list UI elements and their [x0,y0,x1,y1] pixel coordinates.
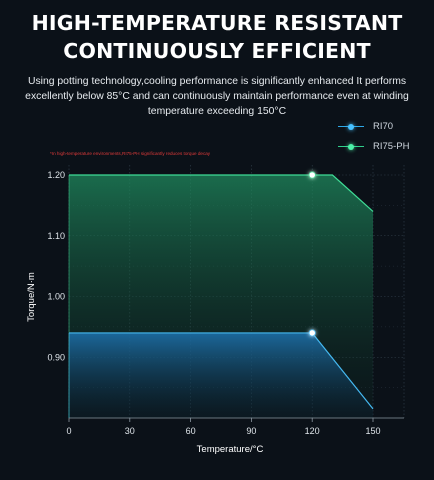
y-tick-label-1: 1.00 [47,292,65,302]
x-tick-label-3: 90 [246,426,256,436]
legend-swatch-ri75-ph [338,143,364,151]
description-line2: excellently below 85°C and can continuou… [25,91,409,102]
description: Using potting technology,cooling perform… [20,74,414,119]
description-line1: Using potting technology,cooling perform… [27,76,407,87]
legend-item-ri70: RI70 [338,121,393,132]
marker-ri75-ph [308,171,316,179]
y-tick-label-3: 1.20 [47,170,65,180]
x-tick-label-2: 60 [186,426,196,436]
legend-swatch-ri70 [338,123,364,131]
area-ri70 [69,332,373,418]
x-tick-label-5: 150 [365,426,380,436]
marker-ri70 [308,329,316,337]
page-title-line1: HIGH-TEMPERATURE RESISTANT [31,11,403,35]
description-line3: temperature exceeding 150°C [147,106,287,117]
y-tick-label-2: 1.10 [47,231,65,241]
area-layer [69,175,373,418]
x-tick-label-0: 0 [66,426,71,436]
line-layer [68,174,374,418]
x-tick-label-4: 120 [305,426,320,436]
line-ri75-ph [69,174,374,212]
page-title-line2: CONTINUOUSLY EFFICIENT [63,39,371,63]
x-axis-label: Temperature/°C [197,444,264,455]
legend-item-ri75-ph: RI75-PH [338,141,409,152]
legend-label-ri75-ph: RI75-PH [373,141,410,152]
chart-note: *In high-temperature environments,RI75-P… [50,151,211,156]
tick-labels: 0 30 60 90 120 150 0.90 1.00 1.10 1.20 [47,170,380,436]
markers [308,171,316,337]
x-tick-label-1: 30 [125,426,135,436]
y-axis-label: Torque/N·m [26,272,37,322]
y-tick-label-0: 0.90 [47,352,65,362]
legend-label-ri70: RI70 [373,121,394,132]
axes [68,417,404,422]
